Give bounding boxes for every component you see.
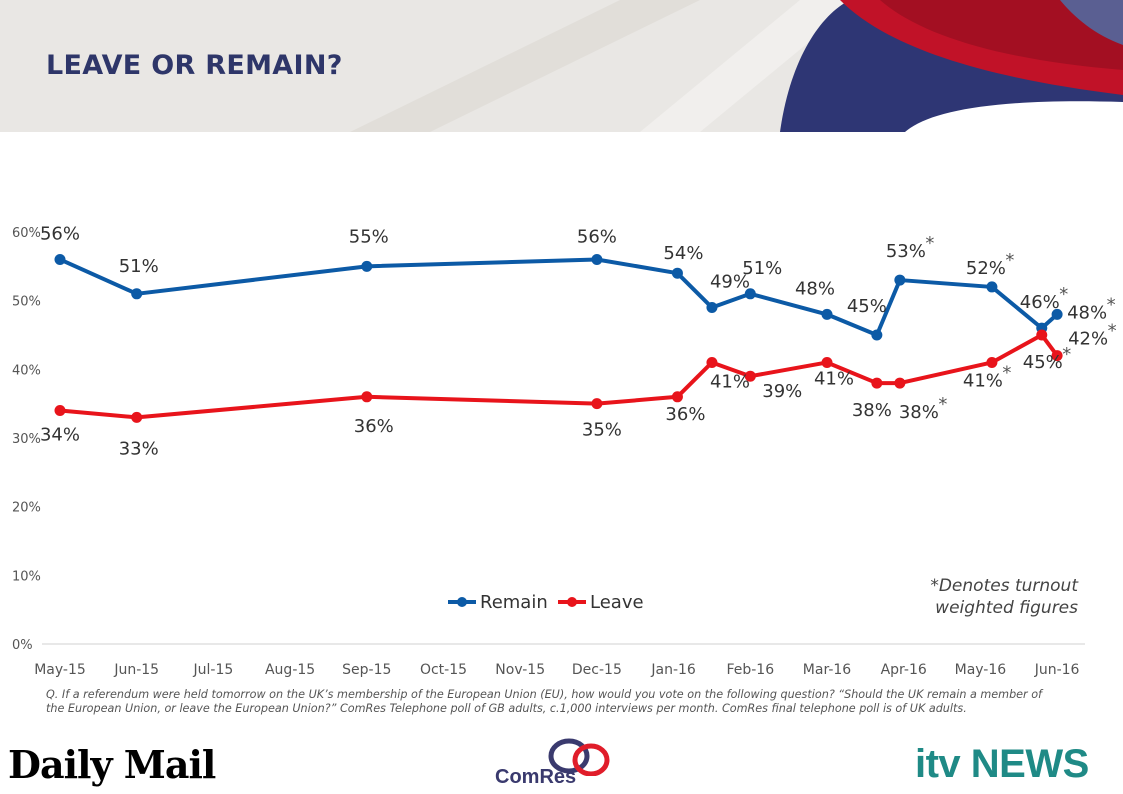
data-label-remain: 56% [40, 223, 80, 244]
data-label-remain: 56% [577, 226, 617, 247]
data-label-remain: 54% [663, 243, 703, 264]
turnout-star-marker: * [1107, 294, 1116, 315]
data-label-remain: 53% [886, 241, 926, 262]
turnout-star-marker: * [938, 394, 947, 415]
data-point-remain [871, 329, 883, 341]
data-point-leave [986, 356, 998, 368]
data-point-leave [671, 391, 683, 403]
comres-rings-icon [548, 738, 610, 776]
x-tick-label: Jun-15 [113, 662, 159, 678]
itv-news-logo-text: itv NEWS [915, 742, 1089, 786]
data-label-leave: 38% [899, 402, 939, 423]
daily-mail-logo-text: Daily Mail [8, 742, 216, 787]
x-tick-label: Mar-16 [803, 662, 851, 678]
data-label-leave: 38% [852, 400, 892, 421]
daily-mail-logo: Daily Mail [8, 742, 216, 787]
turnout-star-marker: * [1005, 250, 1014, 271]
data-label-leave: 36% [665, 404, 705, 425]
data-label-leave: 41% [814, 368, 854, 389]
x-tick-label: Sep-15 [342, 662, 391, 678]
data-point-leave [1051, 350, 1063, 362]
data-point-remain [821, 308, 833, 320]
data-label-leave: 42% [1068, 329, 1108, 350]
turnout-star-marker: * [1062, 344, 1071, 365]
turnout-footnote-line2: weighted figures [935, 598, 1078, 618]
survey-question-note: Q. If a referendum were held tomorrow on… [46, 688, 1042, 715]
data-label-leave: 39% [762, 381, 802, 402]
y-tick-label: 10% [12, 569, 41, 584]
data-label-leave: 36% [354, 416, 394, 437]
data-point-leave [131, 411, 143, 423]
legend-marker-leave [567, 597, 577, 607]
turnout-star-marker: * [925, 233, 934, 254]
data-label-leave: 34% [40, 425, 80, 446]
data-point-leave [1036, 329, 1048, 341]
data-label-remain: 48% [1067, 302, 1107, 323]
turnout-footnote-line1: *Denotes turnout [930, 576, 1079, 596]
x-tick-label: Nov-15 [495, 662, 545, 678]
data-point-leave [744, 370, 756, 382]
data-label-remain: 52% [966, 258, 1006, 279]
data-label-remain: 51% [742, 258, 782, 279]
x-tick-label: May-15 [34, 662, 86, 678]
page-title: LEAVE OR REMAIN? [46, 50, 343, 81]
y-tick-label: 0% [12, 638, 33, 653]
data-label-remain: 46% [1020, 292, 1060, 313]
turnout-star-marker: * [1059, 284, 1068, 305]
data-point-leave [706, 356, 718, 368]
data-point-remain [744, 288, 756, 300]
y-tick-label: 60% [12, 226, 41, 241]
data-label-remain: 48% [795, 278, 835, 299]
data-label-remain: 49% [710, 272, 750, 293]
legend-label-leave: Leave [590, 592, 644, 613]
x-tick-label: Oct-15 [420, 662, 467, 678]
comres-logo: ComRes [493, 736, 613, 792]
x-tick-label: Jan-16 [650, 662, 696, 678]
data-point-remain [131, 288, 143, 300]
data-point-leave [361, 391, 373, 403]
data-point-leave [894, 377, 906, 389]
data-label-remain: 55% [349, 226, 389, 247]
data-point-remain [894, 274, 906, 286]
legend-label-remain: Remain [480, 592, 548, 613]
turnout-star-marker: * [1002, 362, 1011, 383]
data-point-remain [671, 267, 683, 279]
banner-decoration [350, 0, 1123, 132]
data-label-leave: 41% [963, 370, 1003, 391]
data-label-leave: 33% [119, 438, 159, 459]
data-point-remain [361, 260, 373, 272]
data-label-remain: 51% [119, 256, 159, 277]
x-tick-label: Jun-16 [1034, 662, 1080, 678]
x-tick-label: Feb-16 [726, 662, 774, 678]
line-chart: 0% 10% 20% 30% 40% 50% 60% May-15 Jun-15 Jul-15 Au… [12, 223, 1117, 678]
itv-news-logo: itv NEWS [915, 742, 1089, 787]
comres-logo-text: ComRes [495, 766, 577, 788]
y-tick-label: 30% [12, 432, 41, 447]
data-point-leave [54, 405, 66, 417]
x-tick-label: Jul-15 [193, 662, 234, 678]
data-label-leave: 45% [1023, 352, 1063, 373]
data-point-remain [1051, 308, 1063, 320]
series-line-remain [59, 257, 1059, 337]
y-tick-label: 50% [12, 295, 41, 310]
y-tick-label: 40% [12, 363, 41, 378]
data-point-remain [706, 302, 718, 314]
data-point-remain [54, 253, 66, 265]
data-point-remain [986, 281, 998, 293]
turnout-star-marker: * [1108, 321, 1117, 342]
data-label-leave: 35% [582, 420, 622, 441]
legend-marker-remain [457, 597, 467, 607]
data-point-remain [591, 253, 603, 265]
data-label-remain: 45% [847, 296, 887, 317]
x-tick-label: Aug-15 [265, 662, 315, 678]
x-tick-label: May-16 [955, 662, 1007, 678]
data-point-leave [591, 398, 603, 410]
data-label-leave: 41% [710, 371, 750, 392]
data-point-leave [821, 356, 833, 368]
x-tick-label: Dec-15 [572, 662, 622, 678]
y-tick-label: 20% [12, 501, 41, 516]
data-point-leave [871, 377, 883, 389]
header-banner: LEAVE OR REMAIN? [0, 0, 1123, 132]
x-tick-label: Apr-16 [881, 662, 927, 678]
